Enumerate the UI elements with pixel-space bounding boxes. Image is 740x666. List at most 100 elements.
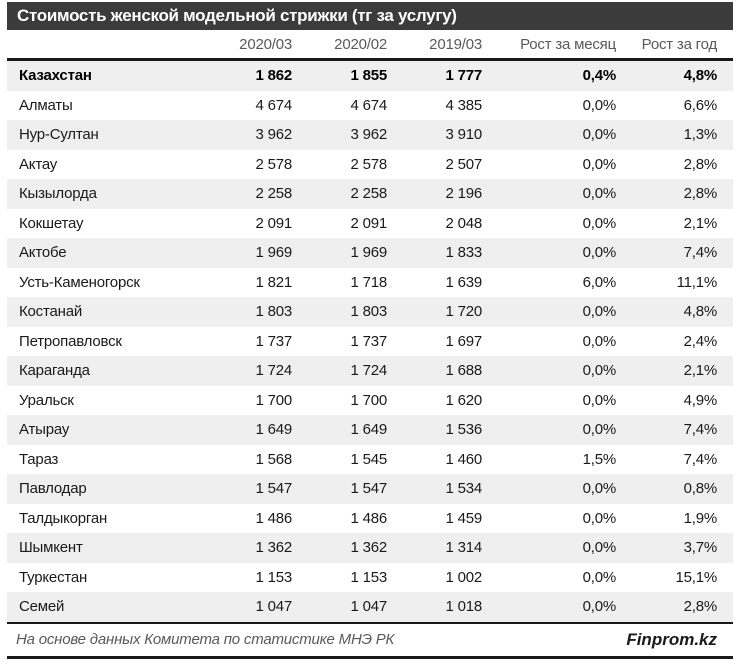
value-cell: 1 737: [350, 332, 387, 350]
column-header-month-growth: Рост за месяц: [520, 35, 616, 53]
value-cell: 1 777: [445, 67, 482, 85]
region-cell: Кызылорда: [19, 185, 97, 203]
value-cell: 1 700: [350, 391, 387, 409]
column-header-region: [7, 30, 210, 60]
table-row: Семей 1 047 1 047 1 018 0,0% 2,8%: [7, 592, 733, 623]
value-cell: 1 833: [445, 244, 482, 262]
table-row: Талдыкорган 1 486 1 486 1 459 0,0% 1,9%: [7, 504, 733, 534]
value-cell: 1 018: [445, 598, 482, 616]
region-cell: Петропавловск: [19, 332, 122, 350]
value-cell: 1 700: [255, 391, 292, 409]
value-cell: 0,0%: [582, 421, 617, 439]
value-cell: 0,0%: [582, 155, 617, 173]
page-title: Стоимость женской модельной стрижки (тг …: [17, 6, 457, 25]
value-cell: 1 153: [255, 568, 292, 586]
value-cell: 1 697: [445, 332, 482, 350]
value-cell: 1 724: [350, 362, 387, 380]
region-cell: Актау: [19, 155, 58, 173]
value-cell: 1 969: [350, 244, 387, 262]
value-cell: 2 578: [255, 155, 292, 173]
value-cell: 4,9%: [683, 391, 718, 409]
column-header-year-growth: Рост за год: [641, 35, 718, 53]
value-cell: 7,4%: [683, 421, 718, 439]
table-header-row: 2020/03 2020/02 2019/03 Рост за месяц Ро…: [7, 30, 733, 60]
value-cell: 0,0%: [582, 214, 617, 232]
value-cell: 1,3%: [683, 126, 718, 144]
region-cell: Павлодар: [19, 480, 87, 498]
value-cell: 11,1%: [676, 273, 718, 291]
value-cell: 1 460: [445, 450, 482, 468]
value-cell: 2 258: [255, 185, 292, 203]
value-cell: 1 314: [445, 539, 482, 557]
value-cell: 1 486: [255, 509, 292, 527]
value-cell: 1 718: [350, 273, 387, 291]
value-cell: 1 047: [255, 598, 292, 616]
region-cell: Казахстан: [19, 67, 92, 85]
table-row: Костанай 1 803 1 803 1 720 0,0% 4,8%: [7, 297, 733, 327]
source-note: На основе данных Комитета по статистике …: [16, 631, 395, 648]
value-cell: 2,4%: [683, 332, 718, 350]
value-cell: 2 196: [445, 185, 482, 203]
table-row: Караганда 1 724 1 724 1 688 0,0% 2,1%: [7, 356, 733, 386]
value-cell: 6,6%: [683, 96, 718, 114]
value-cell: 1 547: [350, 480, 387, 498]
value-cell: 2,8%: [683, 155, 718, 173]
region-cell: Семей: [19, 598, 65, 616]
region-cell: Талдыкорган: [19, 509, 108, 527]
table-row: Павлодар 1 547 1 547 1 534 0,0% 0,8%: [7, 474, 733, 504]
region-cell: Нур-Султан: [19, 126, 99, 144]
value-cell: 1 803: [255, 303, 292, 321]
table-row: Тараз 1 568 1 545 1 460 1,5% 7,4%: [7, 445, 733, 475]
value-cell: 1 649: [255, 421, 292, 439]
finprom-price-table-infographic: Стоимость женской модельной стрижки (тг …: [7, 2, 733, 659]
table-row: Атырау 1 649 1 649 1 536 0,0% 7,4%: [7, 415, 733, 445]
value-cell: 1 362: [255, 539, 292, 557]
column-header-2019-03: 2019/03: [429, 35, 482, 53]
table-row: Актау 2 578 2 578 2 507 0,0% 2,8%: [7, 150, 733, 180]
value-cell: 1,9%: [683, 509, 718, 527]
region-cell: Караганда: [19, 362, 90, 380]
value-cell: 4 674: [350, 96, 387, 114]
table-row: Шымкент 1 362 1 362 1 314 0,0% 3,7%: [7, 533, 733, 563]
value-cell: 1 047: [350, 598, 387, 616]
value-cell: 0,0%: [582, 362, 617, 380]
column-header-2020-03: 2020/03: [239, 35, 292, 53]
value-cell: 0,0%: [582, 598, 617, 616]
value-cell: 4 385: [445, 96, 482, 114]
region-cell: Тараз: [19, 450, 59, 468]
value-cell: 4,8%: [683, 303, 718, 321]
value-cell: 0,0%: [582, 568, 617, 586]
region-cell: Шымкент: [19, 539, 83, 557]
value-cell: 2 258: [350, 185, 387, 203]
value-cell: 1 737: [255, 332, 292, 350]
table-body: Казахстан 1 862 1 855 1 777 0,4% 4,8% Алматы 4 …: [7, 59, 733, 623]
value-cell: 1 803: [350, 303, 387, 321]
value-cell: 0,4%: [582, 67, 617, 85]
region-cell: Костанай: [19, 303, 83, 321]
value-cell: 1 649: [350, 421, 387, 439]
region-cell: Туркестан: [19, 568, 88, 586]
value-cell: 3 962: [255, 126, 292, 144]
value-cell: 2,1%: [683, 362, 718, 380]
column-header-2020-02: 2020/02: [334, 35, 387, 53]
value-cell: 1 855: [350, 67, 387, 85]
value-cell: 2 091: [350, 214, 387, 232]
value-cell: 4 674: [255, 96, 292, 114]
value-cell: 2,8%: [683, 598, 718, 616]
value-cell: 2 507: [445, 155, 482, 173]
value-cell: 0,0%: [582, 303, 617, 321]
table-row: Актобе 1 969 1 969 1 833 0,0% 7,4%: [7, 238, 733, 268]
value-cell: 1 459: [445, 509, 482, 527]
value-cell: 0,8%: [683, 480, 718, 498]
title-bar: Стоимость женской модельной стрижки (тг …: [7, 2, 733, 30]
value-cell: 3,7%: [683, 539, 718, 557]
value-cell: 1 362: [350, 539, 387, 557]
region-cell: Уральск: [19, 391, 74, 409]
value-cell: 1 821: [255, 273, 292, 291]
value-cell: 3 962: [350, 126, 387, 144]
table-row: Кызылорда 2 258 2 258 2 196 0,0% 2,8%: [7, 179, 733, 209]
value-cell: 1 002: [445, 568, 482, 586]
footer: На основе данных Комитета по статистике …: [7, 624, 733, 659]
table-row: Алматы 4 674 4 674 4 385 0,0% 6,6%: [7, 91, 733, 121]
value-cell: 0,0%: [582, 96, 617, 114]
